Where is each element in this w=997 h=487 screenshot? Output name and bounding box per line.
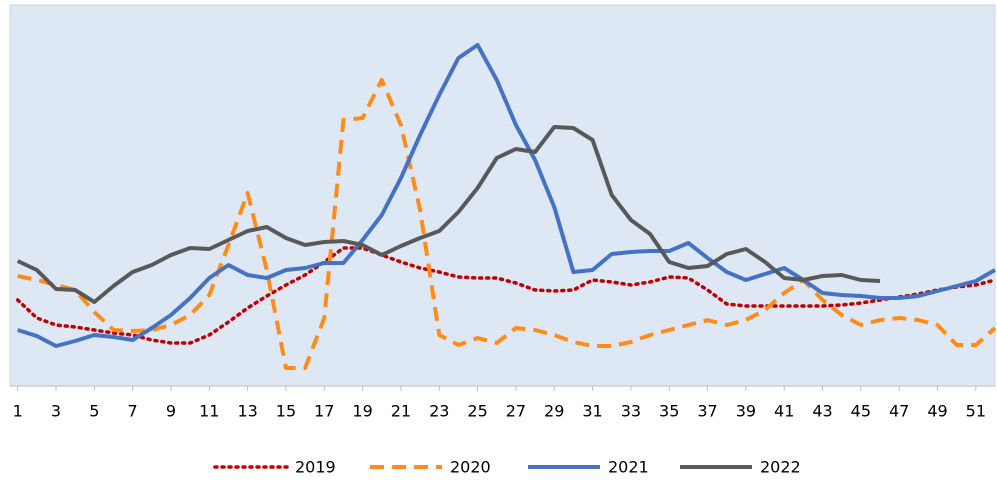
x-tick-label: 15 — [276, 402, 296, 421]
x-tick-label: 33 — [621, 402, 641, 421]
x-tick-label: 19 — [352, 402, 372, 421]
x-tick-label: 35 — [659, 402, 679, 421]
x-tick-label: 1 — [13, 402, 23, 421]
series-line — [17, 43, 996, 348]
x-tick-label: 37 — [697, 402, 717, 421]
x-tick-label: 31 — [582, 402, 602, 421]
x-tick-label: 51 — [966, 402, 986, 421]
x-tick-label: 17 — [314, 402, 334, 421]
x-tick-label: 43 — [812, 402, 832, 421]
x-tick-label: 45 — [851, 402, 871, 421]
legend-label: 2019 — [295, 458, 336, 477]
x-tick-label: 7 — [128, 402, 138, 421]
x-tick-label: 5 — [89, 402, 99, 421]
legend-label: 2021 — [608, 458, 649, 477]
x-tick-label: 25 — [467, 402, 487, 421]
x-tick-label: 27 — [506, 402, 526, 421]
legend-label: 2022 — [760, 458, 801, 477]
legend-label: 2020 — [450, 458, 491, 477]
x-tick-label: 21 — [391, 402, 411, 421]
series-line — [15, 246, 997, 345]
series-line — [17, 78, 997, 370]
x-tick-label: 11 — [199, 402, 219, 421]
x-tick-label: 3 — [51, 402, 61, 421]
x-tick-label: 23 — [429, 402, 449, 421]
x-tick-label: 41 — [774, 402, 794, 421]
x-tick-label: 9 — [166, 402, 176, 421]
x-tick-label: 49 — [927, 402, 947, 421]
x-tick-label: 39 — [736, 402, 756, 421]
x-tick-label: 13 — [237, 402, 257, 421]
series-line — [16, 125, 881, 304]
x-tick-label: 47 — [889, 402, 909, 421]
x-tick-label: 29 — [544, 402, 564, 421]
